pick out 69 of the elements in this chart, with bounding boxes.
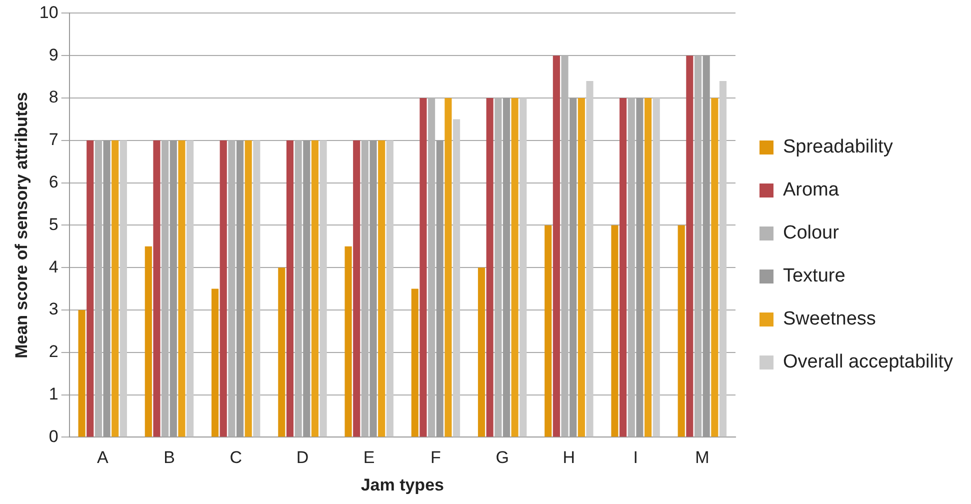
bar	[253, 140, 260, 437]
x-axis-title: Jam types	[360, 475, 444, 494]
x-tick-label: H	[562, 448, 576, 468]
y-tick-label: 1	[48, 384, 58, 404]
x-tick-label: C	[230, 448, 242, 468]
bar	[586, 81, 594, 437]
bar	[144, 246, 152, 437]
legend-label: Overall acceptability	[782, 352, 954, 373]
x-tick-label: D	[296, 448, 309, 468]
bar	[578, 98, 585, 437]
bar	[211, 288, 219, 437]
x-tick-label: G	[496, 448, 509, 468]
y-tick-label: 5	[48, 214, 58, 234]
bar	[620, 98, 627, 437]
legend-label: Aroma	[782, 180, 840, 201]
y-tick-label: 6	[48, 172, 58, 192]
bar	[120, 140, 127, 437]
bar	[678, 225, 685, 437]
y-tick-label: 8	[48, 88, 58, 107]
bar	[486, 98, 494, 437]
bar	[378, 140, 386, 437]
y-tick-label: 4	[48, 257, 58, 276]
legend-label: Spreadability	[782, 136, 894, 158]
x-tick-label: F	[430, 448, 441, 468]
x-tick-label: A	[96, 448, 109, 468]
x-tick-label: B	[164, 448, 175, 468]
bar	[552, 56, 560, 437]
bar	[386, 140, 394, 437]
bar	[644, 98, 652, 437]
legend-label: Colour	[782, 222, 840, 244]
bar	[286, 140, 294, 437]
bar	[278, 268, 286, 437]
bar	[611, 225, 618, 437]
bar	[78, 310, 86, 437]
bar	[520, 98, 527, 437]
bar	[112, 140, 119, 437]
bar	[478, 268, 486, 437]
bar	[178, 140, 186, 437]
y-tick-label: 0	[48, 426, 58, 446]
y-axis-title: Mean score of sensory attributes	[12, 92, 31, 358]
bar	[311, 140, 318, 437]
bar	[186, 140, 194, 437]
bar	[711, 98, 718, 437]
bar	[544, 225, 552, 437]
y-tick-label: 10	[39, 2, 58, 22]
bar	[344, 246, 352, 437]
legend-label: Texture	[782, 266, 846, 287]
bar	[320, 140, 327, 437]
bar	[452, 119, 460, 437]
bar	[353, 140, 360, 437]
bar	[153, 140, 160, 437]
x-tick-label: M	[695, 448, 710, 468]
bar	[244, 140, 252, 437]
bar	[686, 56, 694, 437]
y-tick-label: 2	[48, 342, 58, 362]
bar	[86, 140, 94, 437]
x-tick-label: I	[633, 448, 638, 468]
bar	[411, 288, 418, 437]
bar	[652, 98, 660, 437]
x-tick-label: E	[363, 448, 375, 468]
y-tick-label: 9	[48, 45, 58, 64]
legend-label: Sweetness	[782, 308, 876, 330]
y-tick-label: 3	[48, 300, 58, 319]
y-tick-label: 7	[48, 130, 58, 150]
bar	[511, 98, 518, 437]
bar	[719, 81, 727, 437]
bar	[220, 140, 227, 437]
bar	[444, 98, 452, 437]
bar	[420, 98, 427, 437]
